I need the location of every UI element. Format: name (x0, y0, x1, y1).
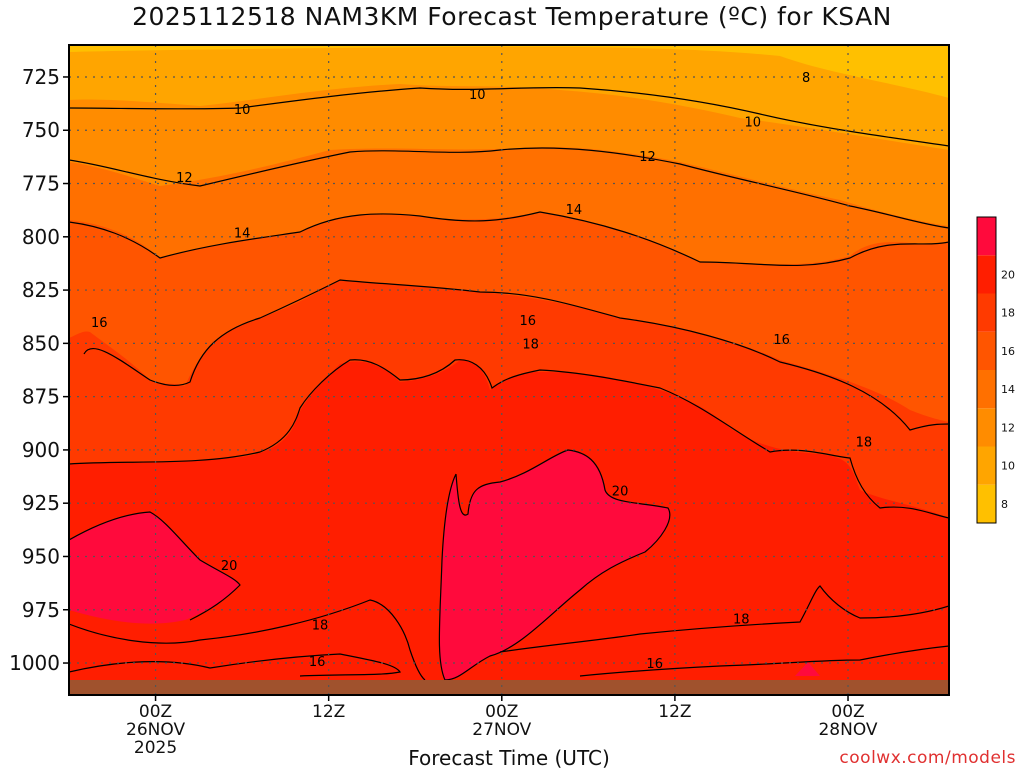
contour-label: 20 (612, 484, 629, 499)
y-tick-label: 850 (22, 331, 60, 355)
x-tick-label: 00Z (485, 702, 518, 722)
y-tick-label: 950 (22, 544, 60, 568)
y-tick-label: 750 (22, 118, 60, 142)
contour-18-low-right (499, 585, 949, 653)
contour-label: 16 (91, 316, 108, 331)
colorbar-swatch (977, 408, 996, 447)
contour-label: 18 (522, 337, 539, 352)
contour-14 (69, 211, 949, 267)
contour-lines (69, 86, 949, 681)
contour-label: 10 (469, 88, 486, 103)
colorbar-swatch (977, 255, 996, 294)
grid (69, 45, 949, 695)
chart-title: 2025112518 NAM3KM Forecast Temperature (… (132, 2, 892, 31)
contour-16-low-left (69, 653, 401, 677)
colorbar-label: 8 (1001, 498, 1008, 511)
colorbar-label: 18 (1001, 307, 1015, 320)
contour-label: 16 (309, 655, 326, 670)
y-tick-label: 1000 (9, 651, 60, 675)
contour-label: 18 (312, 619, 329, 634)
y-tick-label: 825 (22, 278, 60, 302)
colorbar-frame (976, 216, 997, 524)
y-axis: 725 750 775 800 825 850 875 900 925 950 975 1000 (9, 65, 69, 675)
colorbar-label: 14 (1001, 383, 1015, 396)
colorbar-swatch (977, 446, 996, 485)
x-axis-label: Forecast Time (UTC) (408, 746, 610, 768)
colorbar-label: 16 (1001, 345, 1015, 358)
ground (69, 680, 949, 695)
colorbar-swatch (977, 293, 996, 332)
contour-16 (83, 279, 949, 431)
contour-labels: 8 10 10 10 12 12 14 14 16 16 16 18 18 18 18 20 20 16 16 (91, 71, 872, 672)
contour-label: 14 (234, 227, 251, 242)
y-tick-label: 725 (22, 65, 60, 89)
x-tick-label: 28NOV (818, 720, 877, 740)
contour-label: 18 (733, 612, 750, 627)
band-20c-left (69, 512, 240, 624)
colorbar-swatch (977, 370, 996, 409)
credit-link[interactable]: coolwx.com/models (839, 748, 1016, 768)
y-tick-label: 975 (22, 598, 60, 622)
contour-18 (69, 359, 949, 519)
contour-20-left (69, 511, 241, 621)
contour-20-center (438, 449, 671, 681)
colorbar-label: 20 (1001, 268, 1015, 281)
colorbar-swatch (977, 484, 996, 523)
x-tick-label: 26NOV (126, 720, 185, 740)
contour-label: 8 (802, 71, 810, 86)
contour-18-low-left (69, 599, 426, 681)
contour-label: 10 (234, 103, 251, 118)
x-tick-label: 00Z (139, 702, 172, 722)
contour-label: 16 (519, 314, 536, 329)
y-tick-label: 800 (22, 225, 60, 249)
contour-field (69, 45, 949, 695)
contour-label: 10 (745, 116, 762, 131)
contour-label: 20 (221, 559, 238, 574)
x-tick-label: 27NOV (472, 720, 531, 740)
plot-frame (68, 44, 950, 696)
colorbar: 8 10 12 14 16 18 20 (976, 216, 1015, 524)
colorbar-label: 12 (1001, 421, 1015, 434)
contour-label: 12 (639, 150, 656, 165)
x-tick-label: 12Z (658, 702, 691, 722)
band-20c-right (795, 662, 820, 676)
contour-label: 12 (176, 171, 193, 186)
contour-16-low-right (579, 645, 949, 677)
x-tick-label: 00Z (831, 702, 864, 722)
contour-label: 18 (856, 435, 873, 450)
y-tick-label: 875 (22, 385, 60, 409)
colorbar-swatch (977, 331, 996, 370)
y-tick-label: 925 (22, 491, 60, 515)
colorbar-swatch (977, 217, 996, 256)
y-tick-label: 775 (22, 172, 60, 196)
contour-label: 16 (773, 333, 790, 348)
contour-label: 16 (646, 657, 663, 672)
y-tick-label: 900 (22, 438, 60, 462)
band-20c-center (439, 450, 670, 680)
x-tick-label: 2025 (134, 738, 177, 758)
contour-12 (69, 147, 949, 229)
x-tick-label: 12Z (312, 702, 345, 722)
contour-label: 14 (566, 203, 583, 218)
contour-10 (69, 86, 949, 147)
colorbar-label: 10 (1001, 460, 1015, 473)
